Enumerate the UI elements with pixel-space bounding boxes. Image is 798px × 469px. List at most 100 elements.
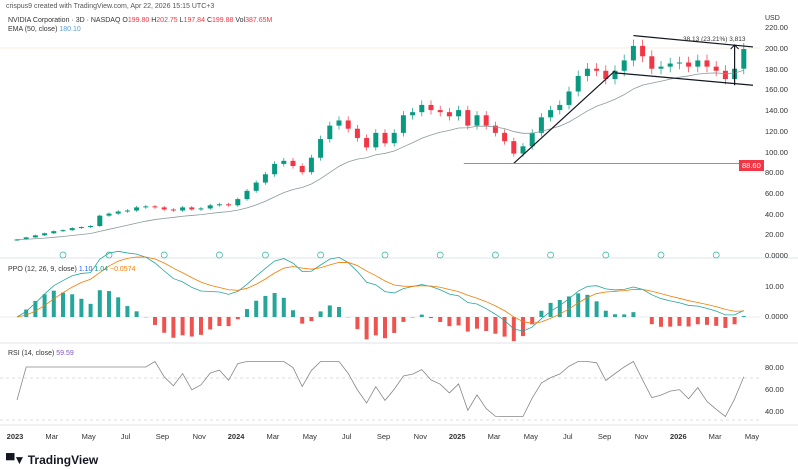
measure-label: 38.13 (23.21%) 3,813 bbox=[683, 36, 746, 43]
rsi-tick: 60.00 bbox=[765, 385, 784, 394]
ppo-histogram-bar bbox=[272, 293, 277, 317]
symbol-legend: NVIDIA Corporation · 3D · NASDAQ O199.80… bbox=[8, 17, 273, 24]
ppo-histogram-bar bbox=[631, 312, 636, 317]
candle bbox=[520, 146, 526, 154]
x-tick: Sep bbox=[155, 432, 170, 441]
candle bbox=[244, 190, 250, 200]
ppo-histogram-bar bbox=[659, 317, 663, 327]
ppo-histogram-bar bbox=[70, 294, 75, 317]
ppo-histogram-bar bbox=[419, 314, 424, 317]
x-tick: Sep bbox=[376, 432, 391, 441]
ppo-histogram-bar bbox=[281, 297, 286, 317]
ppo-histogram-bar bbox=[475, 317, 479, 329]
x-tick: Nov bbox=[413, 432, 428, 441]
price-tick: 80.00 bbox=[765, 168, 784, 178]
candle bbox=[630, 45, 636, 61]
candle bbox=[299, 165, 305, 173]
ppo-histogram-bar bbox=[318, 311, 323, 317]
x-tick: Mar bbox=[708, 432, 722, 441]
candle bbox=[437, 110, 443, 113]
rsi-line bbox=[16, 360, 745, 418]
candle bbox=[51, 231, 57, 234]
ppo-histogram-bar bbox=[723, 317, 728, 328]
x-tick: Jul bbox=[341, 432, 352, 441]
ppo-histogram-bar bbox=[97, 290, 102, 317]
earnings-icon bbox=[492, 251, 499, 259]
price-tick: 120.00 bbox=[765, 126, 788, 136]
candle bbox=[612, 70, 618, 80]
x-tick: Mar bbox=[266, 432, 280, 441]
x-tick: Mar bbox=[487, 432, 501, 441]
ppo-histogram-bar bbox=[88, 303, 93, 317]
ppo-histogram-bar bbox=[125, 306, 130, 317]
candle bbox=[419, 104, 425, 113]
x-tick: 2026 bbox=[669, 432, 687, 441]
candle bbox=[42, 233, 48, 236]
candle bbox=[78, 227, 84, 229]
candle bbox=[474, 115, 480, 126]
candle bbox=[640, 45, 646, 57]
ppo-histogram-bar bbox=[291, 310, 295, 317]
rsi-legend: RSI (14, close) 59.59 bbox=[8, 350, 74, 357]
candle bbox=[446, 112, 452, 117]
ppo-histogram-bar bbox=[576, 293, 581, 317]
x-tick: Nov bbox=[192, 432, 206, 441]
x-tick: May bbox=[523, 432, 538, 441]
ppo-histogram-bar bbox=[189, 317, 194, 337]
candle bbox=[584, 68, 590, 76]
candle bbox=[32, 235, 38, 238]
price-tick: 20.00 bbox=[765, 230, 784, 240]
x-tick: 2025 bbox=[448, 432, 466, 441]
candle bbox=[594, 68, 600, 71]
candle bbox=[23, 237, 29, 240]
ppo-histogram-bar bbox=[226, 317, 231, 327]
ppo-histogram-bar bbox=[677, 317, 682, 326]
price-tick: 180.00 bbox=[765, 64, 788, 74]
rsi-tick: 40.00 bbox=[765, 407, 784, 416]
candle bbox=[428, 104, 434, 111]
candle bbox=[262, 174, 268, 183]
price-tick: 0.0000 bbox=[765, 251, 788, 260]
price-tick: 60.00 bbox=[765, 188, 784, 198]
volume: 387.65M bbox=[245, 17, 273, 24]
candle bbox=[106, 213, 112, 216]
candle bbox=[400, 115, 406, 133]
candle bbox=[722, 70, 728, 80]
ppo-histogram-bar bbox=[199, 317, 203, 335]
ppo-histogram-bar bbox=[263, 295, 268, 317]
x-tick: Jul bbox=[562, 432, 573, 441]
ppo-histogram-bar bbox=[107, 291, 111, 317]
x-tick: Nov bbox=[634, 432, 649, 441]
price-tick: 100.00 bbox=[765, 147, 788, 157]
earnings-icon bbox=[657, 251, 665, 259]
candle bbox=[483, 115, 489, 126]
tradingview-logo[interactable]: ▀▼ TradingView bbox=[6, 453, 99, 467]
ppo-line bbox=[16, 250, 744, 332]
ppo-histogram-bar bbox=[447, 317, 452, 327]
earnings-icon bbox=[160, 251, 168, 259]
ppo-histogram-bar bbox=[521, 317, 525, 337]
arrow-head bbox=[730, 44, 739, 50]
candle bbox=[686, 62, 692, 67]
candle bbox=[548, 110, 554, 118]
price-tick: 200.00 bbox=[765, 44, 788, 53]
earnings-icon bbox=[59, 251, 67, 259]
x-tick: May bbox=[302, 432, 317, 441]
ema-legend: EMA (50, close) 180.10 bbox=[8, 26, 81, 33]
earnings-icon bbox=[216, 251, 223, 259]
x-tick: May bbox=[744, 432, 760, 441]
candle bbox=[566, 91, 572, 105]
axis-unit: USD bbox=[765, 15, 780, 22]
ppo-histogram-bar bbox=[456, 317, 461, 326]
symbol: NVIDIA Corporation · 3D · NASDAQ bbox=[8, 17, 121, 24]
candle bbox=[189, 207, 195, 210]
earnings-icon bbox=[547, 251, 554, 259]
candle bbox=[198, 208, 204, 210]
x-tick: Sep bbox=[597, 432, 612, 441]
ppo-histogram-bar bbox=[383, 317, 387, 339]
ppo-histogram-bar bbox=[337, 306, 341, 317]
candle bbox=[226, 204, 232, 206]
candle bbox=[253, 182, 259, 191]
